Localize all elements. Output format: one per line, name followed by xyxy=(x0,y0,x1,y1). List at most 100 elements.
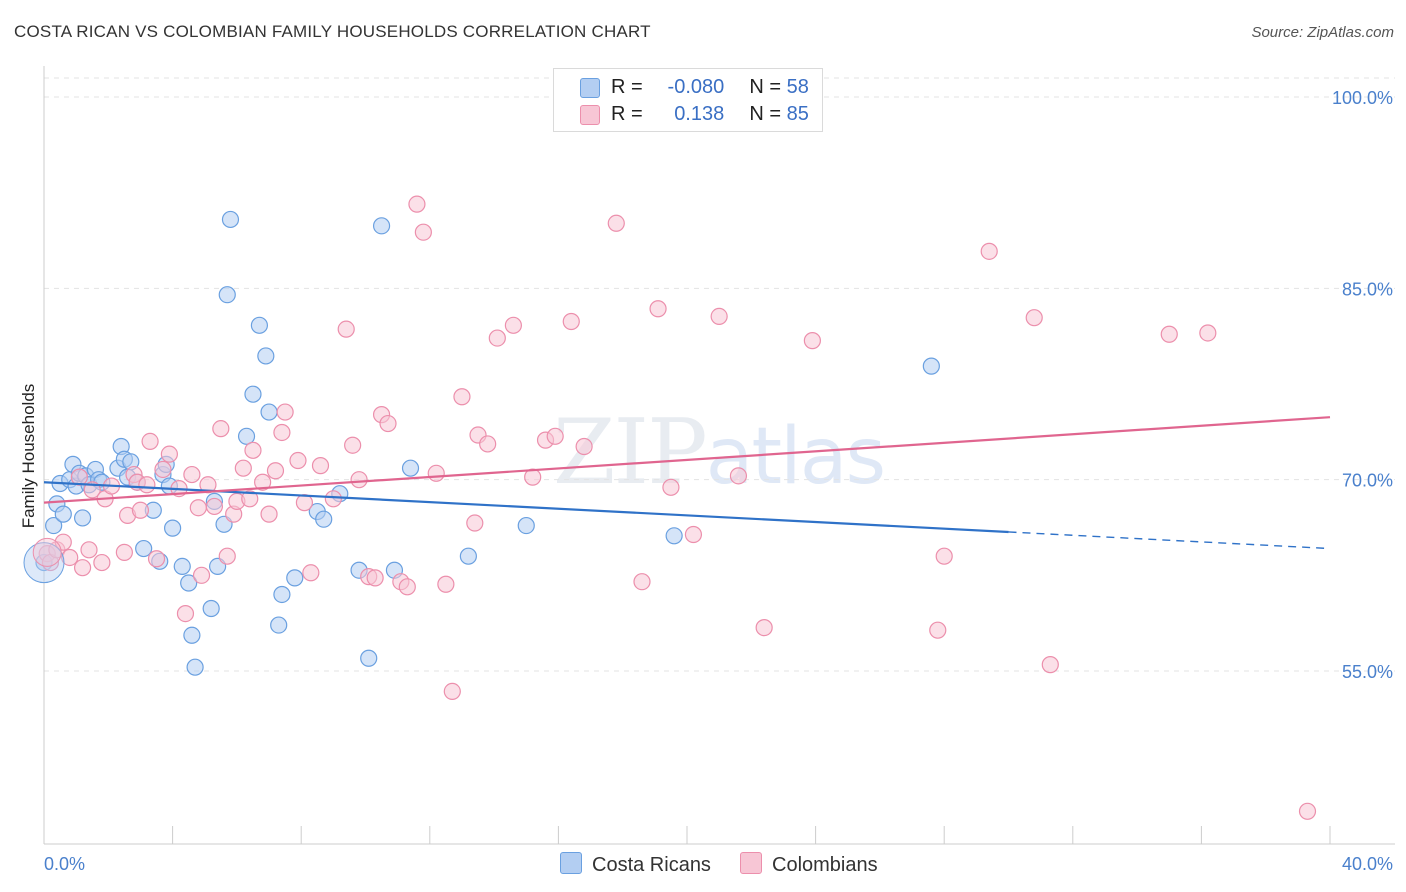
point-costa-ricans xyxy=(244,385,262,403)
legend-swatch-costa-ricans xyxy=(580,78,600,98)
point-colombians xyxy=(1025,309,1043,327)
x-tick-label: 0.0% xyxy=(44,854,85,874)
trendline-colombians xyxy=(43,416,1331,504)
point-colombians xyxy=(254,473,272,491)
point-colombians xyxy=(138,476,156,494)
point-colombians xyxy=(662,478,680,496)
point-colombians xyxy=(649,300,667,318)
point-colombians xyxy=(408,195,426,213)
point-costa-ricans xyxy=(218,286,236,304)
point-colombians xyxy=(32,537,62,567)
point-colombians xyxy=(803,332,821,350)
bottom-legend-colombians: Colombians xyxy=(740,852,878,877)
point-colombians xyxy=(289,451,307,470)
point-costa-ricans xyxy=(135,539,153,558)
point-colombians xyxy=(244,441,262,459)
point-colombians xyxy=(337,320,355,338)
x-tick-label: 40.0% xyxy=(1342,854,1393,874)
point-colombians xyxy=(935,547,953,565)
point-colombians xyxy=(980,242,998,260)
legend-r-label: R = xyxy=(611,76,643,98)
point-colombians xyxy=(205,497,223,516)
point-costa-ricans xyxy=(372,217,391,235)
point-costa-ricans xyxy=(180,574,198,592)
point-colombians xyxy=(504,316,522,334)
legend-swatch-colombians xyxy=(580,105,600,125)
point-colombians xyxy=(311,457,330,475)
y-tick-label: 70.0% xyxy=(1342,471,1393,491)
y-axis-label: Family Households xyxy=(19,384,38,529)
point-colombians xyxy=(684,525,703,544)
point-colombians xyxy=(183,465,201,484)
point-colombians xyxy=(466,514,484,532)
point-colombians xyxy=(302,564,320,582)
legend-n-label: N = xyxy=(749,103,782,125)
y-tick-label: 55.0% xyxy=(1342,662,1393,682)
point-colombians xyxy=(443,682,461,701)
point-colombians xyxy=(234,459,252,477)
point-costa-ricans xyxy=(459,547,477,565)
point-colombians xyxy=(575,437,593,456)
point-colombians xyxy=(266,462,285,480)
point-costa-ricans xyxy=(360,649,378,667)
point-colombians xyxy=(546,427,564,445)
point-costa-ricans xyxy=(164,519,182,537)
y-tick-label: 100.0% xyxy=(1332,88,1393,108)
trendline-costa-ricans xyxy=(43,481,1009,534)
point-colombians xyxy=(729,467,748,485)
point-colombians xyxy=(73,559,92,577)
point-colombians xyxy=(427,464,445,482)
point-costa-ricans xyxy=(202,599,220,618)
point-costa-ricans xyxy=(517,516,535,535)
point-costa-ricans xyxy=(315,510,333,528)
point-costa-ricans xyxy=(23,542,65,584)
point-colombians xyxy=(154,460,172,479)
point-costa-ricans xyxy=(186,658,204,676)
source-label: Source: ZipAtlas.com xyxy=(1251,24,1394,41)
point-costa-ricans xyxy=(250,316,269,334)
point-costa-ricans xyxy=(173,557,191,576)
point-colombians xyxy=(1041,656,1059,674)
point-colombians xyxy=(241,490,259,508)
point-colombians xyxy=(453,388,471,406)
point-costa-ricans xyxy=(54,505,72,523)
point-colombians xyxy=(710,307,728,325)
point-colombians xyxy=(437,575,455,593)
point-costa-ricans xyxy=(221,210,240,229)
point-colombians xyxy=(929,621,947,639)
point-colombians xyxy=(192,566,211,584)
bottom-legend-swatch-colombians xyxy=(740,852,762,874)
point-costa-ricans xyxy=(665,527,683,545)
point-costa-ricans xyxy=(260,403,278,421)
point-costa-ricans xyxy=(237,427,256,445)
trendline-extension-costa-ricans xyxy=(1008,531,1331,550)
point-colombians xyxy=(218,547,236,565)
point-colombians xyxy=(115,543,133,561)
point-colombians xyxy=(160,445,178,463)
point-colombians xyxy=(61,548,79,567)
point-colombians xyxy=(273,423,291,442)
point-costa-ricans xyxy=(73,509,92,527)
point-colombians xyxy=(189,499,207,517)
point-colombians xyxy=(633,573,651,591)
point-colombians xyxy=(379,414,397,433)
point-colombians xyxy=(147,550,166,568)
point-costa-ricans xyxy=(286,569,304,587)
bottom-legend-costa-ricans: Costa Ricans xyxy=(560,852,711,877)
bottom-legend-label: Colombians xyxy=(772,854,878,876)
point-colombians xyxy=(398,578,416,596)
y-tick-label: 85.0% xyxy=(1342,279,1393,299)
point-colombians xyxy=(479,435,497,453)
point-costa-ricans xyxy=(183,626,201,644)
point-colombians xyxy=(1298,802,1317,820)
point-colombians xyxy=(176,604,195,623)
legend-r-value: 0.138 xyxy=(674,103,725,125)
point-colombians xyxy=(212,420,230,438)
point-colombians xyxy=(366,569,384,587)
point-colombians xyxy=(607,214,625,232)
point-costa-ricans xyxy=(922,357,940,375)
point-colombians xyxy=(755,619,773,637)
legend-n-value: 85 xyxy=(786,103,809,125)
point-costa-ricans xyxy=(401,459,420,477)
